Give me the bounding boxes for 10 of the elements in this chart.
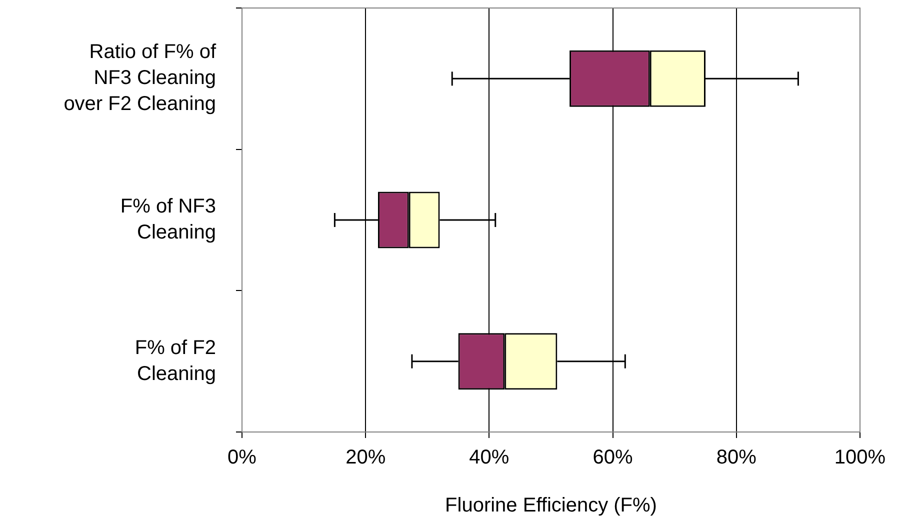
x-tick-label: 20%: [346, 446, 386, 469]
x-tick-label: 80%: [716, 446, 757, 469]
x-tick-label: 60%: [592, 446, 634, 469]
x-tick-label: 100%: [834, 446, 886, 469]
y-tick-label: F% of F2 Cleaning: [134, 336, 216, 385]
y-tick-label: F% of NF3 Cleaning: [120, 196, 216, 244]
x-axis-title: Fluorine Efficiency (F%): [445, 494, 657, 517]
y-tick-label: Ratio of F% of NF3 Cleaning over F2 Cleaning: [64, 41, 216, 116]
x-tick-label: 40%: [469, 446, 510, 469]
x-tick-label: 0%: [228, 446, 257, 469]
